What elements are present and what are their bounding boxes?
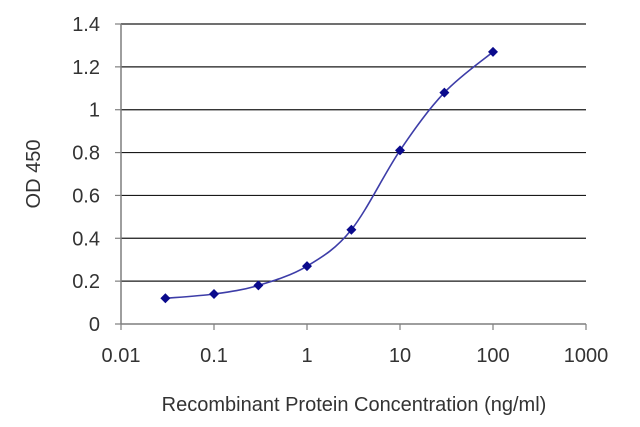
series-layer bbox=[160, 46, 498, 304]
x-axis-title: Recombinant Protein Concentration (ng/ml… bbox=[162, 394, 547, 416]
data-point-marker bbox=[395, 145, 405, 156]
x-axis-ticks: 0.01 0.1 1 10 100 1000 bbox=[102, 324, 609, 367]
y-tick-label: 1.2 bbox=[72, 57, 100, 79]
y-tick-label: 0.6 bbox=[72, 185, 100, 207]
data-point-marker bbox=[253, 280, 264, 291]
y-axis-ticks: 0 0.2 0.4 0.6 0.8 1 1.2 1.4 bbox=[72, 14, 121, 336]
y-tick-label: 0.4 bbox=[72, 228, 100, 250]
x-tick-label: 0.1 bbox=[200, 345, 228, 367]
data-point-marker bbox=[488, 46, 498, 57]
x-tick-label: 1 bbox=[301, 345, 312, 367]
data-point-marker bbox=[346, 224, 357, 235]
y-axis-title: OD 450 bbox=[23, 140, 45, 209]
plot-area bbox=[121, 24, 586, 324]
data-point-marker bbox=[302, 261, 312, 272]
data-point-marker bbox=[439, 87, 450, 98]
x-tick-label: 10 bbox=[389, 345, 411, 367]
y-gridlines bbox=[121, 23, 586, 282]
x-tick-label: 100 bbox=[476, 345, 509, 367]
y-tick-label: 0 bbox=[89, 314, 100, 336]
data-point-marker bbox=[160, 293, 171, 304]
x-tick-label: 1000 bbox=[564, 345, 609, 367]
y-tick-label: 1 bbox=[89, 100, 100, 122]
y-tick-label: 0.2 bbox=[72, 271, 100, 293]
data-point-marker bbox=[209, 289, 219, 299]
x-tick-label: 0.01 bbox=[102, 345, 141, 367]
y-tick-label: 1.4 bbox=[72, 14, 100, 36]
series-line bbox=[165, 51, 494, 300]
y-tick-label: 0.8 bbox=[72, 143, 100, 165]
